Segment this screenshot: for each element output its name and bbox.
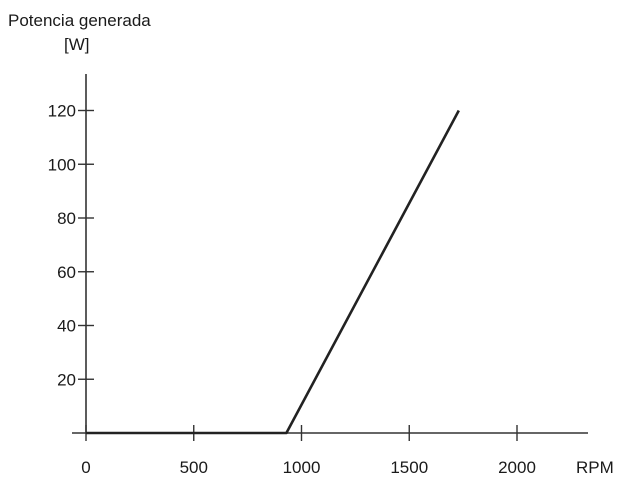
power-series-line [86,109,460,435]
y-tick-label: 20 [57,370,76,389]
x-axis-label: RPM [576,458,614,477]
x-tick-label: 1000 [283,458,321,477]
y-tick-label: 80 [57,209,76,228]
y-axis-label-line1: Potencia generada [8,11,151,30]
x-tick-label: 500 [180,458,208,477]
y-axis-label-line2: [W] [64,35,90,54]
y-tick-label: 60 [57,263,76,282]
x-tick-label: 1500 [390,458,428,477]
y-tick-label: 40 [57,317,76,336]
x-tick-label: 0 [81,458,90,477]
y-tick-label: 100 [48,155,76,174]
x-tick-label: 2000 [498,458,536,477]
y-tick-label: 120 [48,102,76,121]
